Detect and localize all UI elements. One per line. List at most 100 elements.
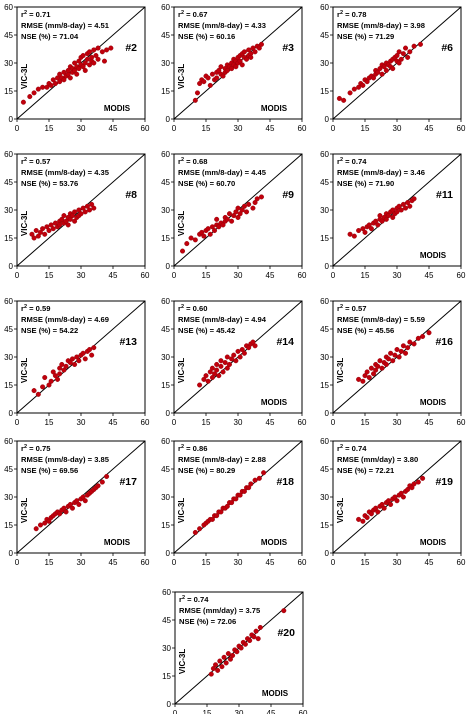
data-point bbox=[46, 518, 52, 524]
data-point bbox=[360, 226, 366, 232]
scatter-panel-13: 00 15 15 30 30 45 45 60 60 r2 = 0.59 RMSE (mm/8-da… bbox=[4, 297, 150, 427]
x-tick-label: 30 bbox=[77, 418, 86, 427]
data-point bbox=[255, 636, 261, 642]
data-point bbox=[403, 205, 409, 211]
data-point bbox=[256, 45, 262, 51]
data-point bbox=[230, 652, 236, 658]
x-tick-label: 15 bbox=[202, 418, 211, 427]
nse-label: NSE (%) = 45.42 bbox=[178, 326, 235, 335]
data-point bbox=[224, 67, 230, 73]
y-tick-label: 15 bbox=[320, 521, 329, 530]
data-point bbox=[258, 41, 264, 47]
y-tick-label: 15 bbox=[161, 521, 170, 530]
data-point bbox=[74, 498, 80, 504]
data-point bbox=[209, 224, 215, 230]
nse-label: NSE (%) = 54.22 bbox=[21, 326, 78, 335]
y-tick-label: 15 bbox=[4, 234, 13, 243]
y-tick-label: 0 bbox=[166, 549, 171, 558]
data-point bbox=[415, 335, 421, 341]
r2-label: r2 = 0.74 bbox=[179, 595, 209, 604]
x-tick-label: 45 bbox=[109, 418, 118, 427]
y-axis-title: VIC-3L bbox=[178, 649, 187, 674]
x-tick-label: 45 bbox=[109, 271, 118, 280]
scatter-panel-6: 00 15 15 30 30 45 45 60 60 r2 = 0.78 RMSE (mm/8-da… bbox=[320, 3, 466, 133]
x-tick-label: 45 bbox=[266, 558, 275, 567]
y-tick-label: 30 bbox=[4, 206, 13, 215]
data-point bbox=[407, 203, 413, 209]
data-point bbox=[415, 479, 421, 485]
data-point bbox=[69, 356, 75, 362]
data-point bbox=[347, 90, 353, 96]
r2-value: = 0.68 bbox=[184, 157, 207, 166]
data-point bbox=[76, 66, 82, 72]
data-point bbox=[229, 500, 235, 506]
x-axis-title: MODIS bbox=[420, 398, 447, 407]
data-point bbox=[227, 656, 233, 662]
data-point bbox=[205, 75, 211, 81]
data-point bbox=[237, 211, 243, 217]
r2-superscript: 2 bbox=[181, 444, 184, 450]
r2-superscript: 2 bbox=[24, 157, 27, 163]
r2-superscript: 2 bbox=[340, 304, 343, 310]
panel-id: #14 bbox=[276, 336, 294, 348]
data-point bbox=[356, 376, 362, 382]
r2-value: = 0.67 bbox=[184, 10, 207, 19]
r2-label: r2 = 0.67 bbox=[178, 10, 207, 19]
data-point bbox=[61, 367, 67, 373]
x-tick-label: 15 bbox=[202, 558, 211, 567]
data-point bbox=[82, 209, 88, 215]
y-tick-label: 15 bbox=[4, 381, 13, 390]
data-point bbox=[203, 373, 209, 379]
data-point bbox=[218, 358, 224, 364]
panel-id: #17 bbox=[119, 476, 137, 488]
data-point bbox=[246, 485, 252, 491]
x-tick-label: 15 bbox=[45, 418, 54, 427]
y-tick-label: 60 bbox=[4, 3, 13, 12]
data-point bbox=[411, 43, 417, 49]
data-point bbox=[383, 216, 389, 222]
data-point bbox=[216, 373, 222, 379]
x-tick-label: 0 bbox=[173, 709, 178, 714]
x-tick-label: 15 bbox=[45, 558, 54, 567]
data-point bbox=[104, 473, 110, 479]
data-point bbox=[65, 222, 71, 228]
y-tick-label: 60 bbox=[320, 150, 329, 159]
data-point bbox=[74, 71, 80, 77]
data-point bbox=[217, 658, 223, 664]
data-point bbox=[61, 213, 67, 219]
data-point bbox=[237, 354, 243, 360]
data-point bbox=[61, 69, 67, 75]
data-point bbox=[205, 378, 211, 384]
data-point bbox=[33, 228, 39, 234]
y-tick-label: 60 bbox=[4, 150, 13, 159]
data-point bbox=[394, 53, 400, 59]
panel-id: #8 bbox=[125, 189, 137, 201]
x-tick-label: 60 bbox=[457, 124, 466, 133]
r2-label: r2 = 0.74 bbox=[337, 444, 367, 453]
x-tick-label: 15 bbox=[361, 271, 370, 280]
r2-value: = 0.75 bbox=[27, 444, 51, 453]
y-tick-label: 0 bbox=[166, 409, 171, 418]
x-tick-label: 45 bbox=[109, 558, 118, 567]
data-point bbox=[87, 49, 93, 55]
data-point bbox=[400, 343, 406, 349]
data-point bbox=[394, 209, 400, 215]
r2-value: = 0.71 bbox=[27, 10, 51, 19]
y-tick-label: 30 bbox=[161, 206, 170, 215]
data-point bbox=[57, 79, 63, 85]
data-point bbox=[224, 503, 230, 509]
data-point bbox=[381, 64, 387, 70]
data-point bbox=[220, 73, 226, 79]
r2-value: = 0.78 bbox=[343, 10, 366, 19]
data-point bbox=[405, 54, 411, 60]
data-point bbox=[396, 203, 402, 209]
y-tick-label: 60 bbox=[320, 3, 329, 12]
data-point bbox=[207, 82, 213, 88]
r2-superscript: 2 bbox=[181, 10, 184, 16]
rmse-label: RMSE (mm/8-day) = 4.51 bbox=[21, 21, 110, 30]
y-tick-label: 30 bbox=[320, 353, 329, 362]
rmse-label: RMSE (mm/8-day) = 3.85 bbox=[21, 455, 110, 464]
data-point bbox=[214, 513, 220, 519]
data-point bbox=[246, 345, 252, 351]
